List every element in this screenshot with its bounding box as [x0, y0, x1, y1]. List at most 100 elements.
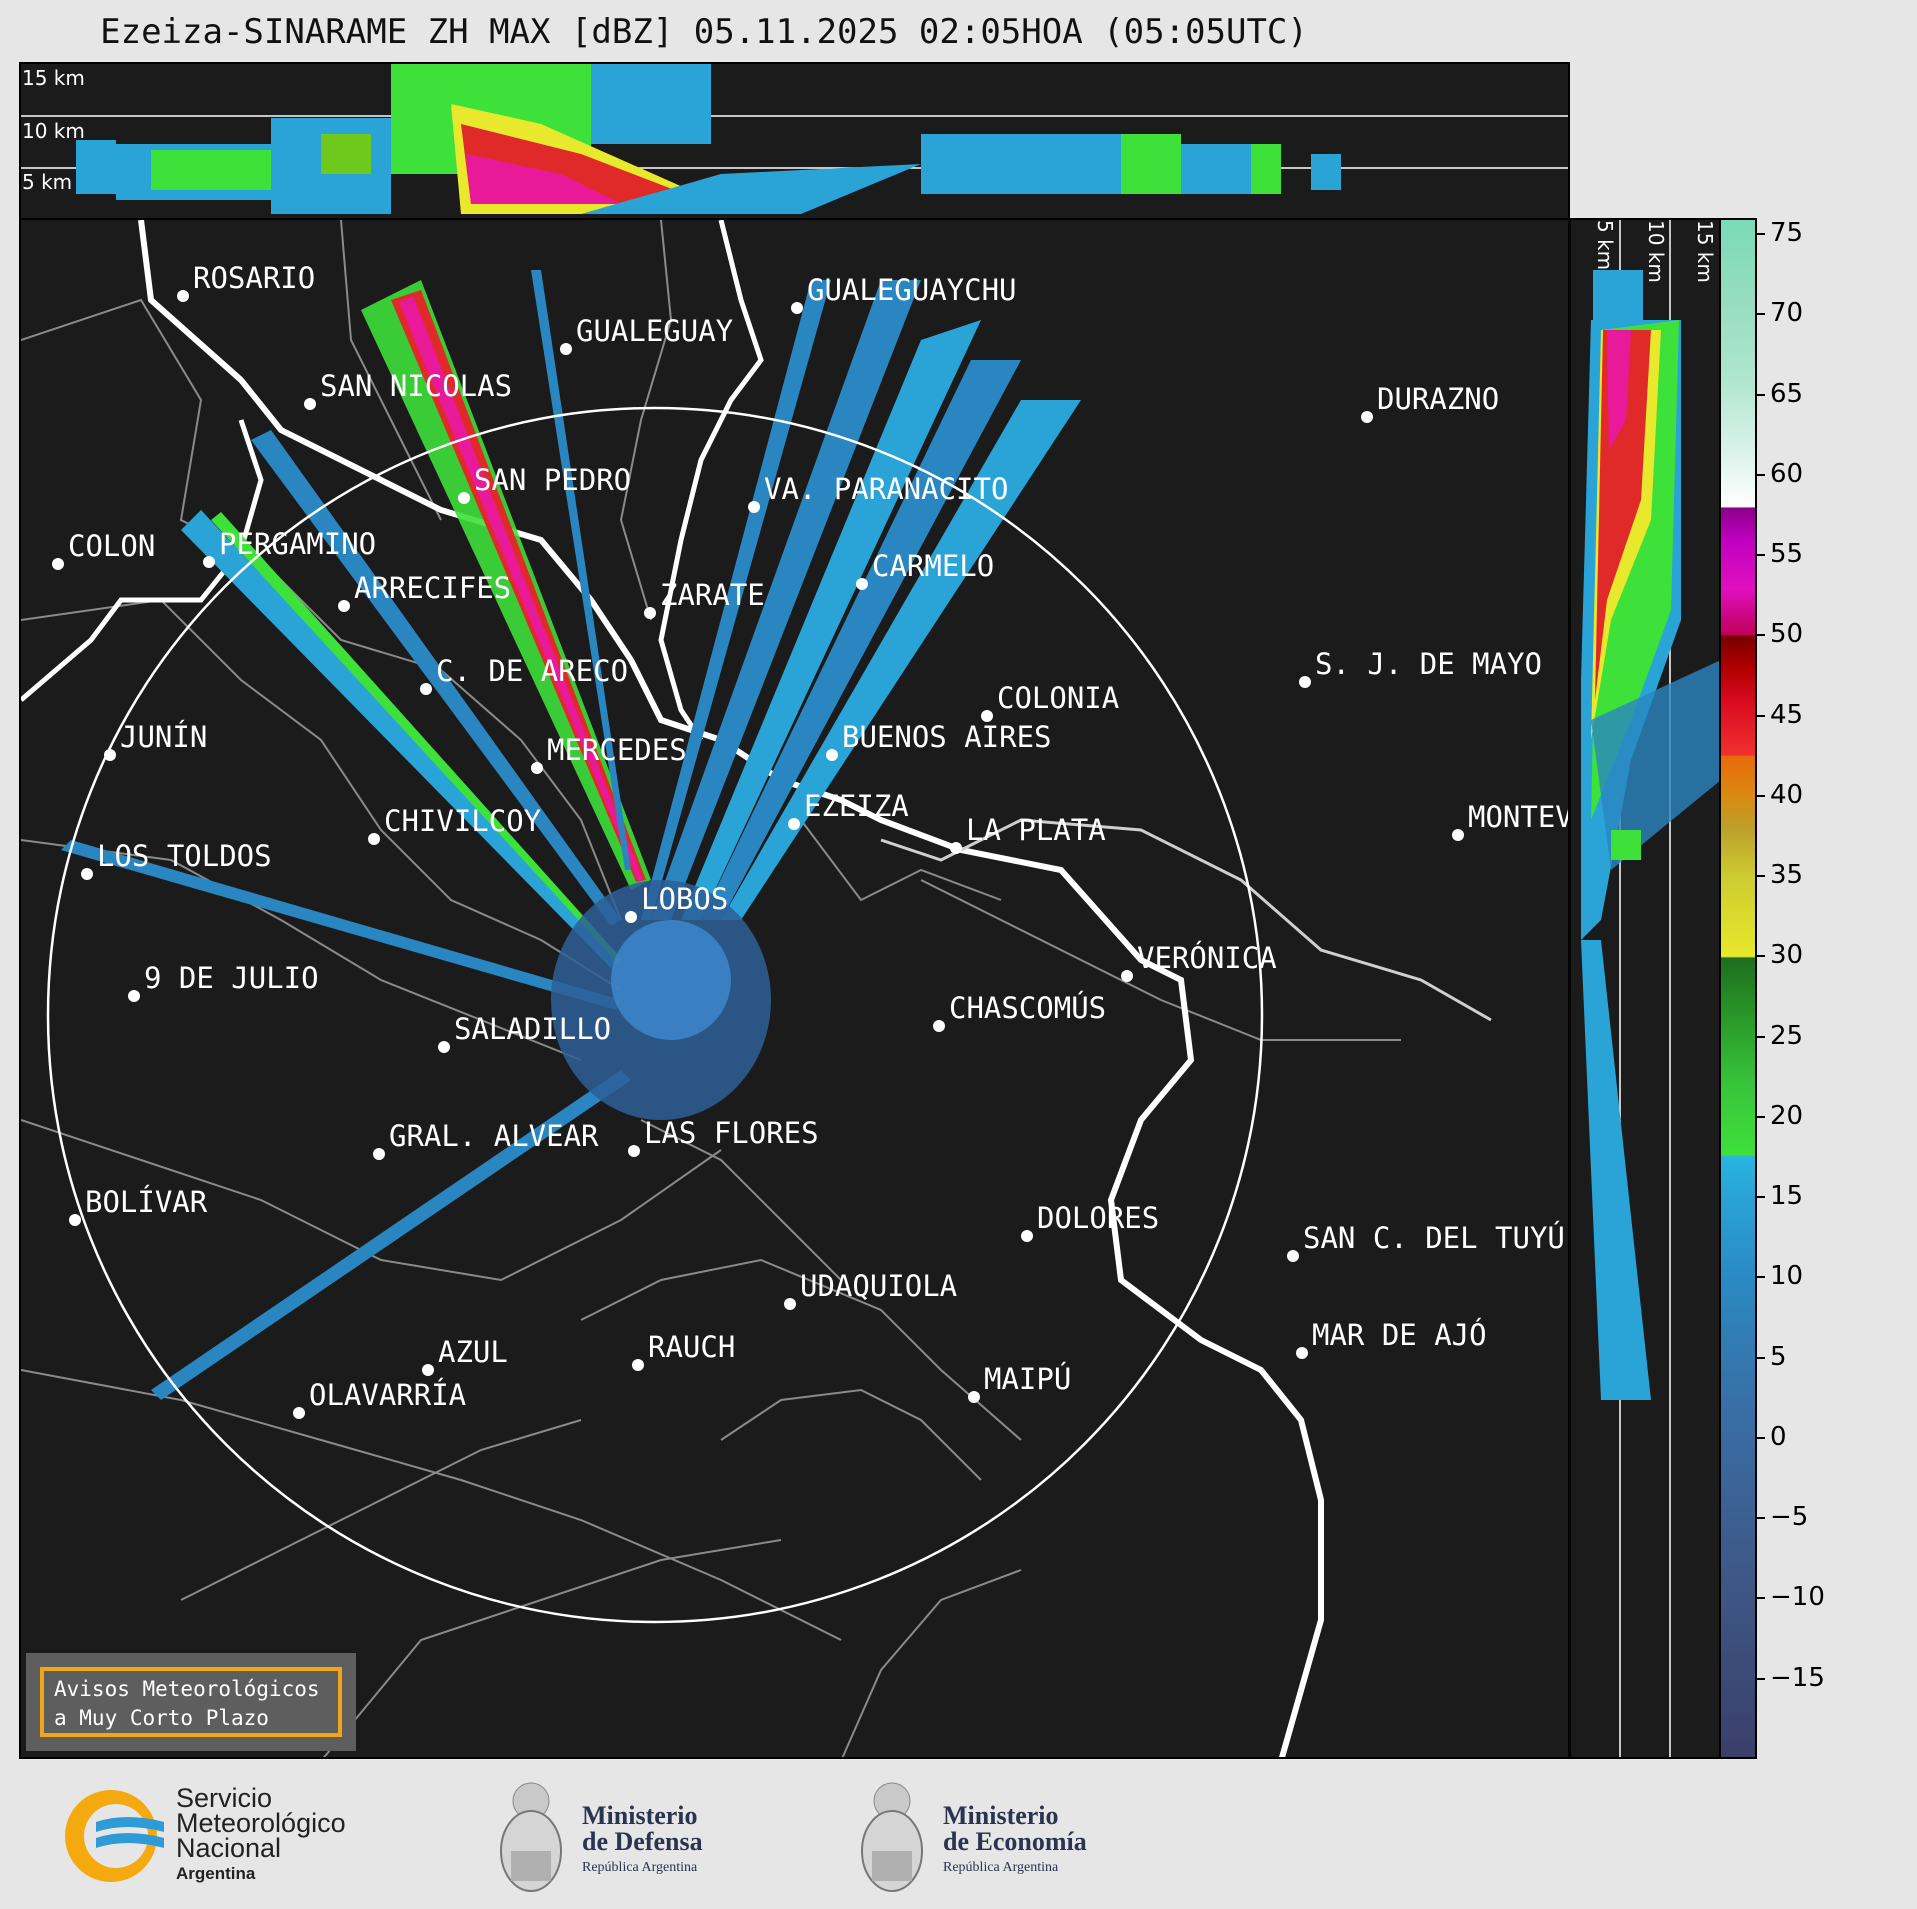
side-cross-section-plot — [1581, 220, 1719, 1757]
city-label: ROSARIO — [193, 261, 315, 295]
city-label: UDAQUIOLA — [800, 1269, 957, 1303]
colorbar-tick-label: −15 — [1770, 1662, 1825, 1693]
avisos-badge[interactable]: Avisos Meteorológicos a Muy Corto Plazo — [26, 1653, 356, 1751]
city-label: DOLORES — [1037, 1201, 1159, 1235]
city-label: MONTEVIDEO — [1468, 800, 1570, 834]
city-label: LA PLATA — [966, 813, 1106, 847]
altitude-label-5km: 5 km — [22, 170, 73, 194]
colorbar-tick-label: 55 — [1770, 539, 1804, 570]
altitude-label-10km-side: 10 km — [1644, 220, 1668, 283]
city-label: BUENOS AIRES — [842, 720, 1052, 754]
altitude-label-15km-side: 15 km — [1693, 220, 1717, 283]
city-label: GRAL. ALVEAR — [389, 1119, 599, 1153]
colorbar-tick-label: 20 — [1770, 1100, 1804, 1131]
city-label: SAN C. DEL TUYÚ — [1303, 1221, 1565, 1255]
colorbar-tick-label: 65 — [1770, 378, 1804, 409]
colorbar-tick-label: 45 — [1770, 699, 1804, 730]
top-cross-section-panel: 15 km 10 km 5 km — [19, 62, 1570, 220]
city-label: CHIVILCOY — [384, 804, 541, 838]
colorbar-tick-label: 50 — [1770, 619, 1804, 650]
admin-boundaries — [21, 220, 1401, 1757]
colorbar-tick — [1757, 233, 1765, 236]
city-label: GUALEGUAYCHU — [807, 273, 1017, 307]
city-label: LOS TOLDOS — [97, 839, 272, 873]
colorbar-tick-label: 0 — [1770, 1421, 1787, 1452]
colorbar-tick — [1757, 634, 1765, 637]
colorbar-tick — [1757, 955, 1765, 958]
ministerio-defensa-logo: Ministerio de Defensa República Argentin… — [496, 1775, 756, 1895]
city-label: VA. PARANACITO — [764, 472, 1008, 506]
defensa-line2: de Defensa — [582, 1827, 703, 1856]
coastline-river — [138, 220, 1324, 1757]
colorbar-tick-label: 70 — [1770, 298, 1804, 329]
colorbar-tick — [1757, 1517, 1765, 1520]
colorbar-tick — [1757, 1356, 1765, 1359]
city-label: ZARATE — [660, 578, 765, 612]
smn-line1: Servicio — [176, 1783, 273, 1813]
smn-line4: Argentina — [176, 1864, 256, 1883]
altitude-label-10km: 10 km — [22, 119, 85, 143]
colorbar-tick — [1757, 1115, 1765, 1118]
smn-line2: Meteorológico — [176, 1808, 346, 1838]
city-label: SALADILLO — [454, 1012, 611, 1046]
city-label: AZUL — [438, 1335, 508, 1369]
city-label: VERÓNICA — [1137, 941, 1277, 975]
radar-map-panel: ROSARIO GUALEGUAYCHU GUALEGUAY SAN NICOL… — [19, 218, 1570, 1759]
city-label: MERCEDES — [547, 733, 687, 767]
city-label: ARRECIFES — [354, 571, 511, 605]
colorbar-tick — [1757, 1677, 1765, 1680]
argentina-coat-of-arms-icon — [861, 1782, 923, 1892]
side-cross-section-panel: 5 km 10 km 15 km — [1569, 218, 1721, 1759]
colorbar-tick — [1757, 393, 1765, 396]
city-label: CARMELO — [872, 549, 994, 583]
colorbar-tick-label: 25 — [1770, 1020, 1804, 1051]
ministerio-economia-logo: Ministerio de Economía República Argenti… — [857, 1775, 1137, 1895]
colorbar-tick — [1757, 1196, 1765, 1199]
colorbar-tick — [1757, 1276, 1765, 1279]
range-ring — [46, 406, 1264, 1624]
economia-line1: Ministerio — [943, 1801, 1059, 1830]
aviso-line1: Avisos Meteorológicos — [54, 1677, 320, 1701]
colorbar-tick-label: 40 — [1770, 779, 1804, 810]
colorbar-tick-label: 15 — [1770, 1181, 1804, 1212]
city-label: RAUCH — [648, 1330, 735, 1364]
colorbar-tick-label: −10 — [1770, 1582, 1825, 1613]
city-label: LAS FLORES — [644, 1116, 819, 1150]
colorbar-tick — [1757, 313, 1765, 316]
city-label: SAN PEDRO — [474, 463, 631, 497]
city-label: COLON — [68, 529, 155, 563]
city-label: MAR DE AJÓ — [1312, 1318, 1487, 1352]
city-label: BOLÍVAR — [85, 1185, 208, 1219]
city-label: EZEIZA — [804, 789, 909, 823]
colorbar-tick-label: 35 — [1770, 860, 1804, 891]
city-label: CHASCOMÚS — [949, 991, 1106, 1025]
radar-echoes — [61, 270, 1081, 1400]
colorbar-tick-label: 10 — [1770, 1261, 1804, 1292]
city-label: S. J. DE MAYO — [1315, 647, 1542, 681]
city-label: OLAVARRÍA — [309, 1378, 466, 1412]
city-label: SAN NICOLAS — [320, 369, 512, 403]
altitude-label-5km-side: 5 km — [1593, 220, 1617, 271]
smn-emblem-icon — [65, 1790, 164, 1882]
city-label: 9 DE JULIO — [144, 961, 319, 995]
parana-river — [21, 419, 264, 702]
city-label: LOBOS — [641, 882, 728, 916]
colorbar-tick-label: 75 — [1770, 218, 1804, 249]
colorbar-tick-label: 30 — [1770, 940, 1804, 971]
smn-line3: Nacional — [176, 1833, 282, 1863]
defensa-line3: República Argentina — [582, 1860, 698, 1875]
smn-logo: Servicio Meteorológico Nacional Argentin… — [56, 1783, 386, 1886]
economia-line2: de Economía — [943, 1827, 1087, 1856]
colorbar-tick — [1757, 1597, 1765, 1600]
colorbar-tick-label: 5 — [1770, 1341, 1787, 1372]
reflectivity-colorbar — [1719, 218, 1757, 1759]
economia-line3: República Argentina — [943, 1860, 1059, 1875]
colorbar-tick — [1757, 875, 1765, 878]
colorbar-tick — [1757, 473, 1765, 476]
colorbar-tick — [1757, 1436, 1765, 1439]
city-markers: ROSARIO GUALEGUAYCHU GUALEGUAY SAN NICOL… — [52, 261, 1570, 1419]
top-cross-section-plot — [21, 64, 1568, 214]
city-label: PERGAMINO — [219, 527, 376, 561]
argentina-coat-of-arms-icon — [500, 1782, 562, 1892]
aviso-line2: a Muy Corto Plazo — [54, 1706, 269, 1730]
